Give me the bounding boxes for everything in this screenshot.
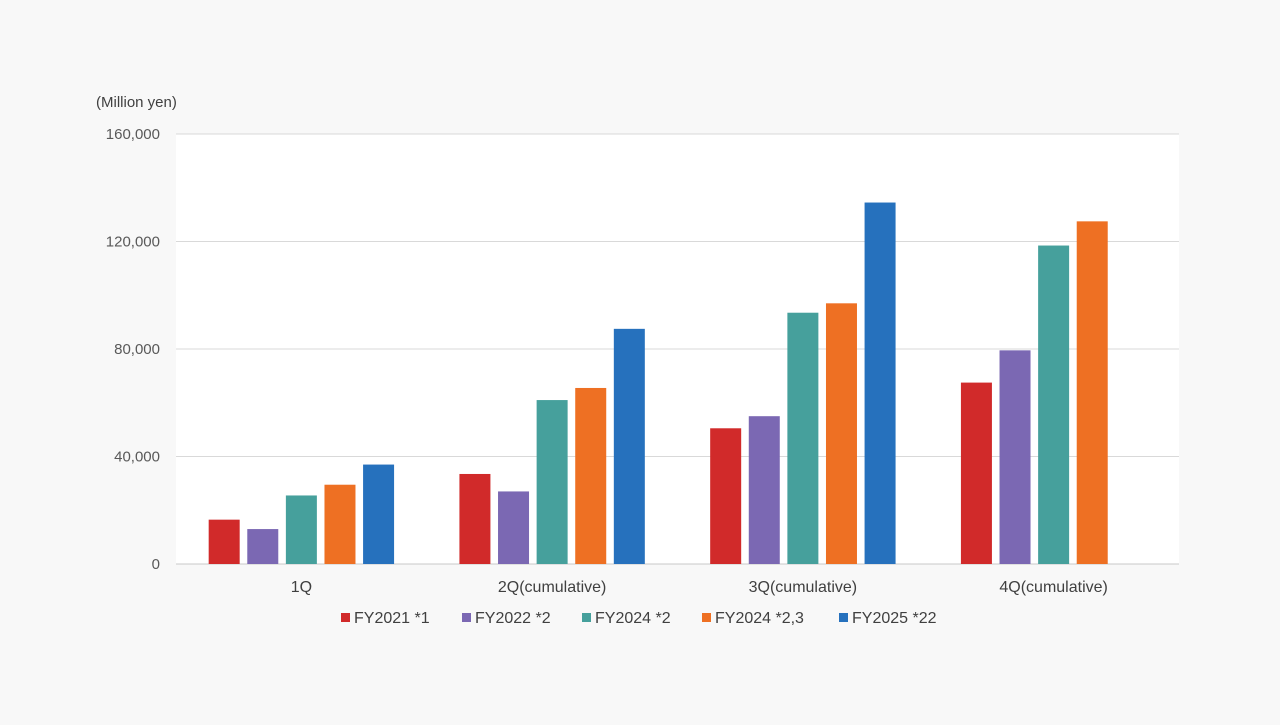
bar: [999, 350, 1031, 564]
bar: [285, 495, 317, 564]
x-tick-label: 4Q(cumulative): [999, 579, 1107, 596]
bar: [960, 382, 992, 564]
bar: [363, 464, 395, 564]
legend-label: FY2021 *1: [354, 610, 430, 627]
bar: [208, 519, 240, 564]
y-tick-label: 120,000: [106, 234, 160, 251]
legend-swatch: [462, 613, 471, 622]
bar: [1076, 221, 1108, 564]
bar: [864, 202, 896, 564]
legend-label: FY2024 *2,3: [715, 610, 804, 627]
y-tick-label: 40,000: [114, 449, 160, 466]
bar: [498, 491, 530, 564]
legend-swatch: [839, 613, 848, 622]
y-tick-label: 80,000: [114, 341, 160, 358]
bar: [247, 529, 279, 564]
legend-label: FY2022 *2: [475, 610, 551, 627]
bar: [536, 400, 568, 564]
bar: [459, 473, 491, 564]
x-tick-label: 3Q(cumulative): [749, 579, 857, 596]
bar: [613, 328, 645, 564]
bar: [787, 312, 819, 564]
x-tick-label: 1Q: [291, 579, 312, 596]
y-axis-unit-label: (Million yen): [96, 94, 177, 111]
bar: [825, 303, 857, 564]
legend-swatch: [582, 613, 591, 622]
x-tick-label: 2Q(cumulative): [498, 579, 606, 596]
y-tick-label: 160,000: [106, 126, 160, 143]
bar: [575, 387, 607, 564]
bar: [324, 484, 356, 564]
legend-swatch: [702, 613, 711, 622]
bar: [1038, 245, 1070, 564]
bar: [748, 416, 780, 564]
legend-label: FY2025 *22: [852, 610, 937, 627]
bar: [710, 428, 742, 564]
legend-swatch: [341, 613, 350, 622]
legend-label: FY2024 *2: [595, 610, 671, 627]
y-tick-label: 0: [152, 556, 160, 573]
